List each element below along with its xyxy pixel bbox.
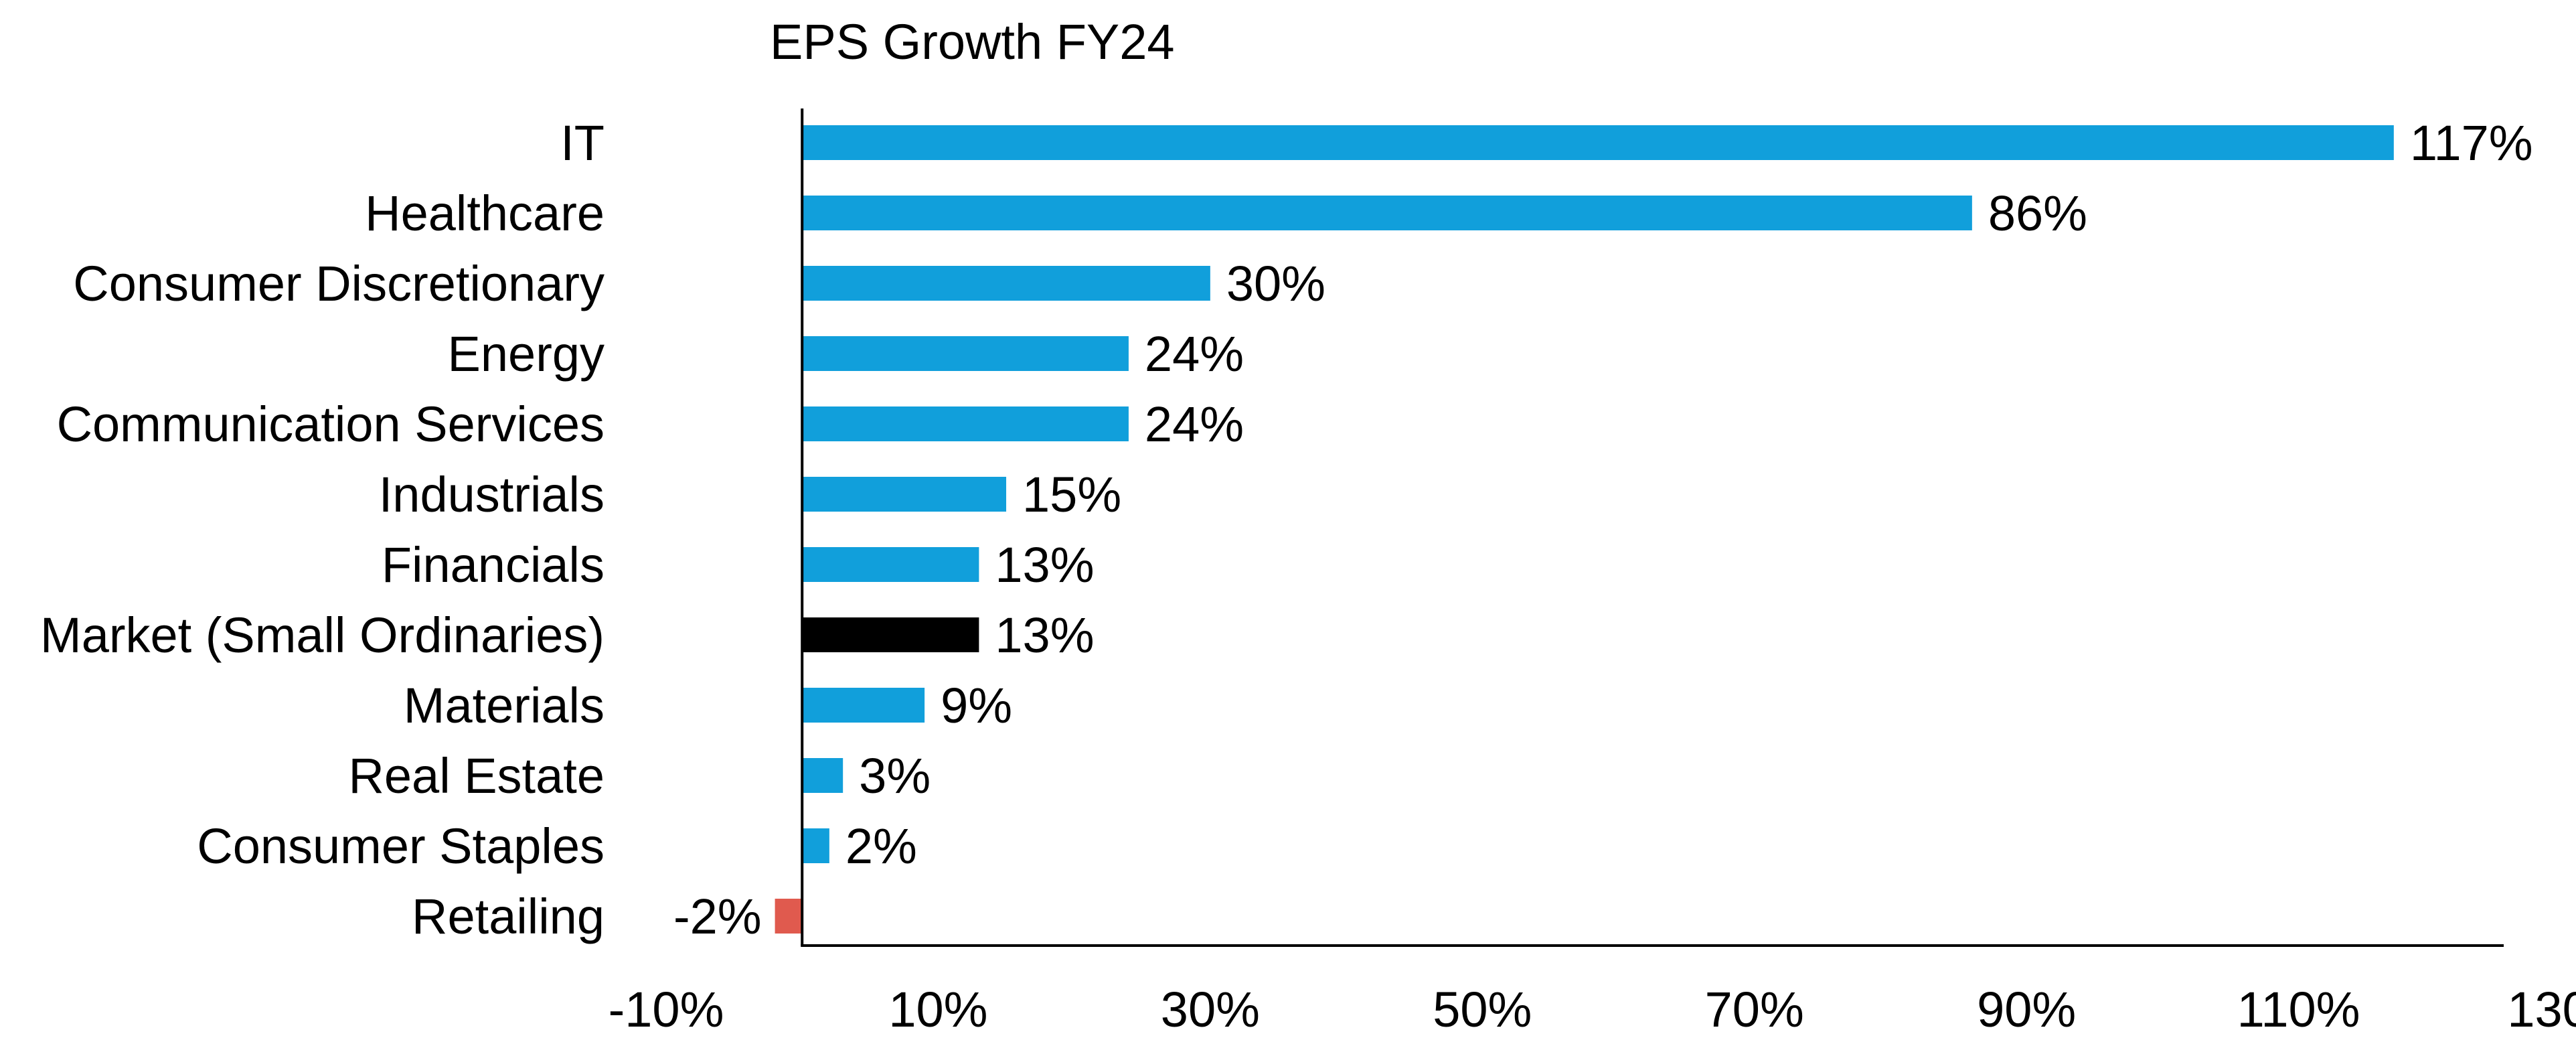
bars-layer <box>775 125 2394 934</box>
category-label-retailing: Retailing <box>412 889 605 944</box>
x-tick-label-90: 90% <box>1977 982 2076 1037</box>
x-tick-label-neg10: -10% <box>609 982 724 1037</box>
data-label-consumer-discretionary: 30% <box>1226 256 1325 311</box>
data-label-communication-services: 24% <box>1145 396 1244 452</box>
x-tick-label-10: 10% <box>888 982 987 1037</box>
category-label-consumer-staples: Consumer Staples <box>197 818 605 874</box>
bar-energy <box>802 336 1129 371</box>
category-label-market-small-ordinaries: Market (Small Ordinaries) <box>40 607 605 663</box>
data-label-materials: 9% <box>941 678 1012 733</box>
data-label-real-estate: 3% <box>859 748 931 804</box>
labels-layer: IT 117% Healthcare 86% Consumer Discretionar… <box>40 115 2533 944</box>
chart-title: EPS Growth FY24 <box>770 14 1175 70</box>
category-label-consumer-discretionary: Consumer Discretionary <box>73 256 605 311</box>
x-tick-label-30: 30% <box>1161 982 1260 1037</box>
x-tick-label-50: 50% <box>1433 982 1532 1037</box>
category-label-real-estate: Real Estate <box>348 748 605 804</box>
data-label-healthcare: 86% <box>1988 185 2087 241</box>
bar-consumer-discretionary <box>802 266 1210 301</box>
category-label-healthcare: Healthcare <box>365 185 605 241</box>
data-label-industrials: 15% <box>1022 467 1121 522</box>
bar-materials <box>802 688 925 723</box>
category-label-energy: Energy <box>448 326 605 382</box>
bar-financials <box>802 547 979 582</box>
bar-consumer-staples <box>802 828 829 863</box>
data-label-retailing: -2% <box>673 889 762 944</box>
bar-market-small-ordinaries <box>802 617 979 652</box>
category-label-materials: Materials <box>404 678 605 733</box>
data-label-it: 117% <box>2410 115 2533 171</box>
x-tick-label-70: 70% <box>1705 982 1804 1037</box>
category-label-communication-services: Communication Services <box>57 396 605 452</box>
axes-layer: -10% 10% 30% 50% 70% 90% 110% 130% <box>609 108 2576 1037</box>
data-label-energy: 24% <box>1145 326 1244 382</box>
bar-it <box>802 125 2394 160</box>
category-label-industrials: Industrials <box>379 467 605 522</box>
bar-industrials <box>802 477 1007 512</box>
data-label-consumer-staples: 2% <box>846 818 917 874</box>
bar-healthcare <box>802 196 1972 230</box>
x-tick-label-130: 130% <box>2507 982 2576 1037</box>
bar-real-estate <box>802 758 843 793</box>
x-tick-label-110: 110% <box>2237 982 2360 1037</box>
category-label-it: IT <box>560 115 605 171</box>
data-label-market-small-ordinaries: 13% <box>995 607 1094 663</box>
data-label-financials: 13% <box>995 537 1094 593</box>
category-label-financials: Financials <box>382 537 605 593</box>
bar-communication-services <box>802 406 1129 441</box>
bar-retailing <box>775 899 803 934</box>
